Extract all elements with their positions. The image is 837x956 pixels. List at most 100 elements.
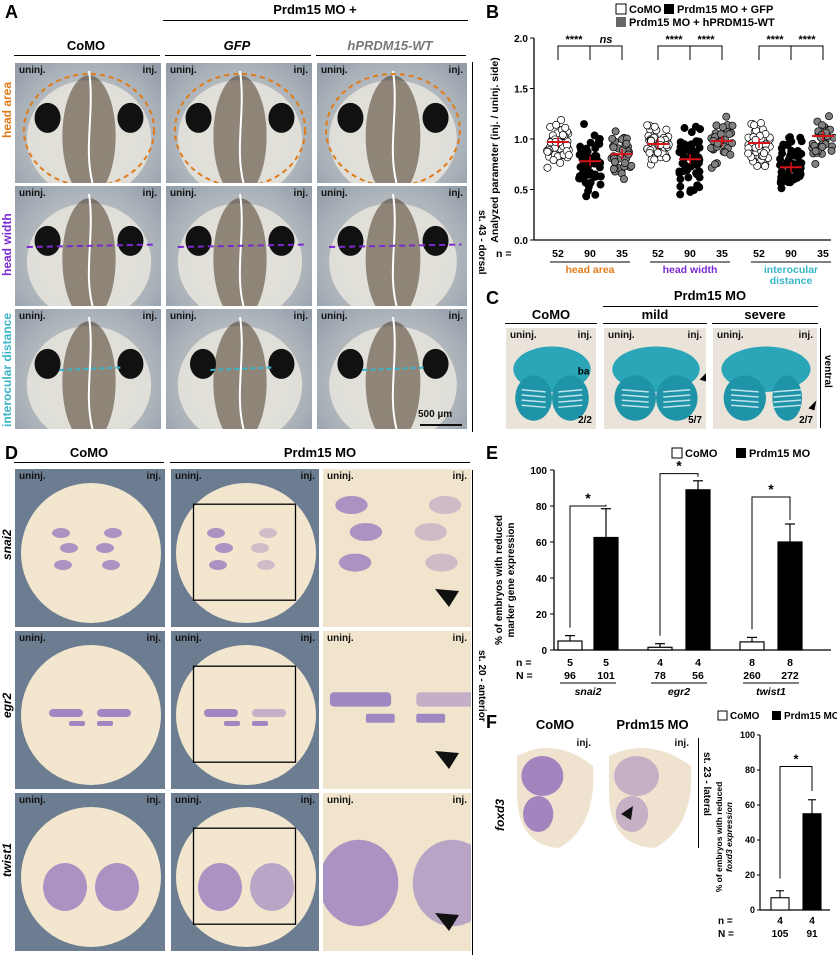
embryo-image-tile: uninj. inj. (14, 468, 166, 628)
branchial-arch (621, 399, 649, 403)
embryo-image-tile: uninj. inj. (322, 792, 472, 952)
cartilage-left (515, 375, 552, 421)
n-value: 52 (753, 248, 765, 260)
legend-swatch-como (615, 3, 627, 15)
cartilage-right (772, 375, 803, 421)
embryo-drawing (21, 483, 161, 623)
sig-bracket (779, 766, 813, 879)
legend-swatch-mo (772, 711, 781, 720)
embryo-image-tile: uninj. inj. (14, 792, 166, 952)
data-point (576, 144, 585, 153)
gene-label: snai2 (575, 686, 602, 698)
expression-domain (259, 528, 277, 538)
lateral-embryo-image: inj. (604, 735, 694, 850)
uninj-label: uninj. (19, 311, 46, 322)
inj-label: inj. (452, 795, 467, 806)
group-label: distance (770, 275, 813, 285)
midline (391, 70, 398, 183)
n-value: 4 (777, 916, 783, 927)
expression-domain (425, 553, 458, 572)
right-eye (268, 348, 295, 379)
y-tick-label: 20 (745, 870, 755, 880)
N-value: 91 (806, 929, 818, 940)
branchial-arch (521, 404, 546, 409)
midline (391, 316, 398, 429)
fraction-label: 2/7 (799, 415, 813, 426)
data-point (609, 143, 618, 152)
data-point (620, 175, 628, 183)
panelF-gene-label: foxd3 (493, 799, 507, 832)
data-point (650, 155, 659, 164)
data-point (777, 144, 786, 153)
panelB-legend: CoMO Prdm15 MO + GFP Prdm15 MO + hPRDM15… (615, 3, 775, 29)
n-prefix: n = (516, 657, 531, 669)
panelF-side-label: st. 23 - lateral (701, 752, 712, 816)
branchial-arch (663, 394, 691, 398)
panelE-ylabel-line2: marker gene expression (506, 522, 517, 637)
embryo-image-tile: uninj. inj. (170, 630, 320, 790)
bar (739, 641, 765, 651)
midline (238, 70, 245, 183)
scale-bar (420, 424, 462, 426)
data-point (783, 140, 792, 149)
uninj-label: uninj. (19, 471, 46, 482)
expression-domain (615, 796, 649, 832)
panelD-row-label-snai2: snai2 (0, 529, 14, 561)
embryo-drawing (323, 793, 471, 951)
expression-domain (60, 543, 78, 553)
expression-domain (428, 496, 462, 514)
panelF-legend: CoMO Prdm15 MO (717, 710, 837, 722)
tadpole-image-tile: uninj. inj. (165, 308, 313, 430)
n-prefix: n = (718, 916, 733, 927)
cartilage-drawing: ba (513, 346, 591, 421)
y-tick-label: 40 (745, 835, 755, 845)
n-value: 5 (567, 657, 573, 669)
embryo (176, 645, 316, 785)
sig-bracket (659, 473, 699, 636)
tadpole-drawing (329, 193, 462, 306)
legend-label-como: CoMO (629, 4, 662, 16)
right-eye (268, 102, 295, 133)
N-value: 272 (781, 670, 799, 682)
branchial-arch (773, 389, 802, 393)
data-point (621, 159, 629, 168)
right-eye (117, 225, 144, 256)
embryo-image-tile: uninj. inj. (14, 630, 166, 790)
y-tick-label: 20 (536, 610, 548, 621)
left-eye (337, 348, 364, 379)
tadpole-image-tile: uninj. inj. (14, 62, 162, 184)
data-point (610, 158, 619, 166)
tadpole-drawing (173, 70, 307, 183)
data-point (785, 176, 794, 185)
n-value: 35 (716, 248, 728, 260)
legend-swatch-gfp (664, 4, 674, 14)
inj-label: inj. (293, 65, 308, 76)
bar (685, 489, 711, 651)
tadpole-drawing (325, 70, 461, 183)
zoom-box (192, 665, 297, 763)
legend-label-como: CoMO (730, 711, 760, 722)
panelC-col-line-1 (505, 323, 597, 324)
cartilage-left (614, 375, 656, 421)
left-eye (34, 348, 61, 379)
sig-bracket (589, 45, 623, 60)
data-point (811, 159, 820, 168)
data-point (693, 181, 702, 190)
data-point (645, 148, 654, 157)
bar (802, 813, 822, 911)
n-value: 90 (785, 248, 797, 260)
panelA-col-header-gfp: GFP (223, 38, 251, 53)
expression-domain (523, 796, 554, 832)
panelF-col-mo: Prdm15 MO (616, 717, 689, 732)
panelC-col-mild: mild (641, 307, 669, 322)
inj-label: inj. (448, 311, 463, 322)
head-area-outline (173, 72, 307, 183)
bar (557, 640, 583, 651)
sig-label: ns (600, 34, 613, 46)
panelA-row-label-width: head width (0, 213, 14, 277)
inj-label: inj. (300, 633, 315, 644)
data-point (777, 184, 786, 193)
data-point (760, 149, 769, 158)
panelD-col-como: CoMO (69, 445, 109, 460)
uninj-label: uninj. (327, 795, 354, 806)
